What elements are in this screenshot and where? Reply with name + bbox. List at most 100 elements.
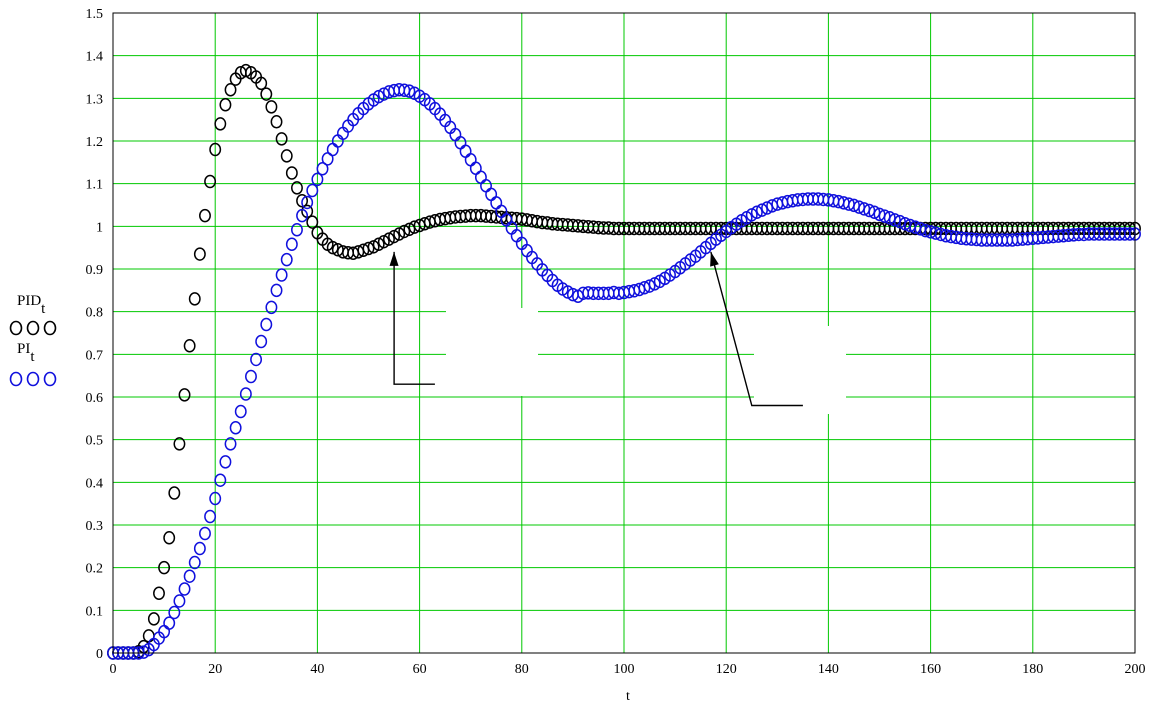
pi-point [173,594,186,608]
pi-point [280,252,293,267]
y-tick-label: 0.3 [86,519,104,534]
pi-point [209,491,222,506]
pi-point [285,237,298,252]
pi-point [750,205,763,220]
pid-point [403,222,416,237]
pi-point [306,183,319,198]
legend-pid-marker [9,320,23,336]
pi-point [296,208,309,223]
y-tick-label: 0.2 [86,562,104,577]
legend-pi-name: PI [17,341,30,357]
pi-point [234,404,247,419]
pid-point [193,247,206,261]
x-tick-label: 40 [310,662,324,677]
x-tick-label: 0 [110,662,117,677]
pid-point [183,339,196,353]
pi-point [863,203,876,218]
plot-frame [112,12,1136,654]
legend-pi-marker [26,371,40,387]
pi-point [214,473,227,487]
annotation-arrow-line [393,251,435,385]
legend-pi-marker [9,371,23,387]
pid-point [178,388,191,402]
legend-pid-marker [26,320,40,336]
y-tick-label: 0.9 [86,263,104,278]
legend-pid-subscript: t [41,301,46,317]
pid-point [280,149,293,163]
y-tick-label: 1.3 [86,92,104,107]
y-tick-label: 1.2 [86,135,104,150]
legend-pi-markers [9,371,57,387]
x-tick-label: 60 [413,662,427,677]
pi-point [643,279,656,293]
y-tick-label: 0.4 [86,476,104,491]
y-tick-label: 0.8 [86,306,104,321]
pi-series [107,83,1141,660]
pid-point [204,174,217,189]
pi-point [239,387,252,401]
pi-point [188,555,201,570]
pi-point [270,283,283,298]
pi-point [193,541,206,556]
pi-point [245,369,257,384]
y-tick-label: 0.6 [86,391,104,406]
pid-point [224,83,237,97]
pi-point [638,281,651,295]
pid-point [398,224,411,239]
legend-pid-name: PID [17,293,41,309]
annotation-arrowhead [389,251,399,266]
annotation-arrow-line [710,251,803,407]
legend-pid-markers [9,320,57,336]
legend-pid-marker [43,320,57,336]
legend-pi-marker [43,371,57,387]
pid-point [265,100,278,114]
pi-point [311,172,324,187]
legend-pid-label: PIDt [17,293,46,317]
pi-point [888,213,901,227]
annotation-arrowhead [710,251,719,267]
x-tick-label: 100 [614,662,635,677]
pid-point [260,87,273,101]
pi-point [316,161,329,176]
pi-point [868,205,881,220]
pi-point [893,214,906,229]
pi-point [255,334,268,349]
pi-point [301,195,314,210]
y-tick-label: 0 [96,647,103,662]
pid-point [214,117,227,131]
pi-point [168,605,181,620]
legend-pi-label: PIt [17,341,35,365]
pid-point [275,132,288,146]
pi-point [163,616,176,630]
pid-point [153,586,165,601]
pi-point [229,420,242,435]
pi-point [199,526,211,541]
x-axis-title: t [626,689,630,704]
y-tick-label: 1 [96,220,103,235]
pid-series [107,63,1141,660]
x-tick-label: 200 [1125,662,1146,677]
pid-point [188,292,201,306]
pid-point [291,181,303,195]
pi-point [224,437,237,451]
pid-point [147,612,160,626]
pid-point [296,193,309,208]
legend-pi-subscript: t [30,349,35,365]
pi-point [883,211,896,225]
pid-point [270,115,283,129]
pid-point [219,97,232,112]
pi-point [756,203,768,217]
pid-point [239,63,252,78]
pid-point [199,208,211,223]
pi-point [260,317,273,332]
y-tick-label: 0.5 [86,434,104,449]
pid-point [173,437,186,451]
annotation-label-box [446,308,538,396]
pi-point [178,582,191,596]
x-tick-label: 120 [716,662,737,677]
pi-point [291,222,303,237]
x-tick-label: 20 [208,662,222,677]
pi-point [183,569,196,583]
pid-point [163,531,176,545]
